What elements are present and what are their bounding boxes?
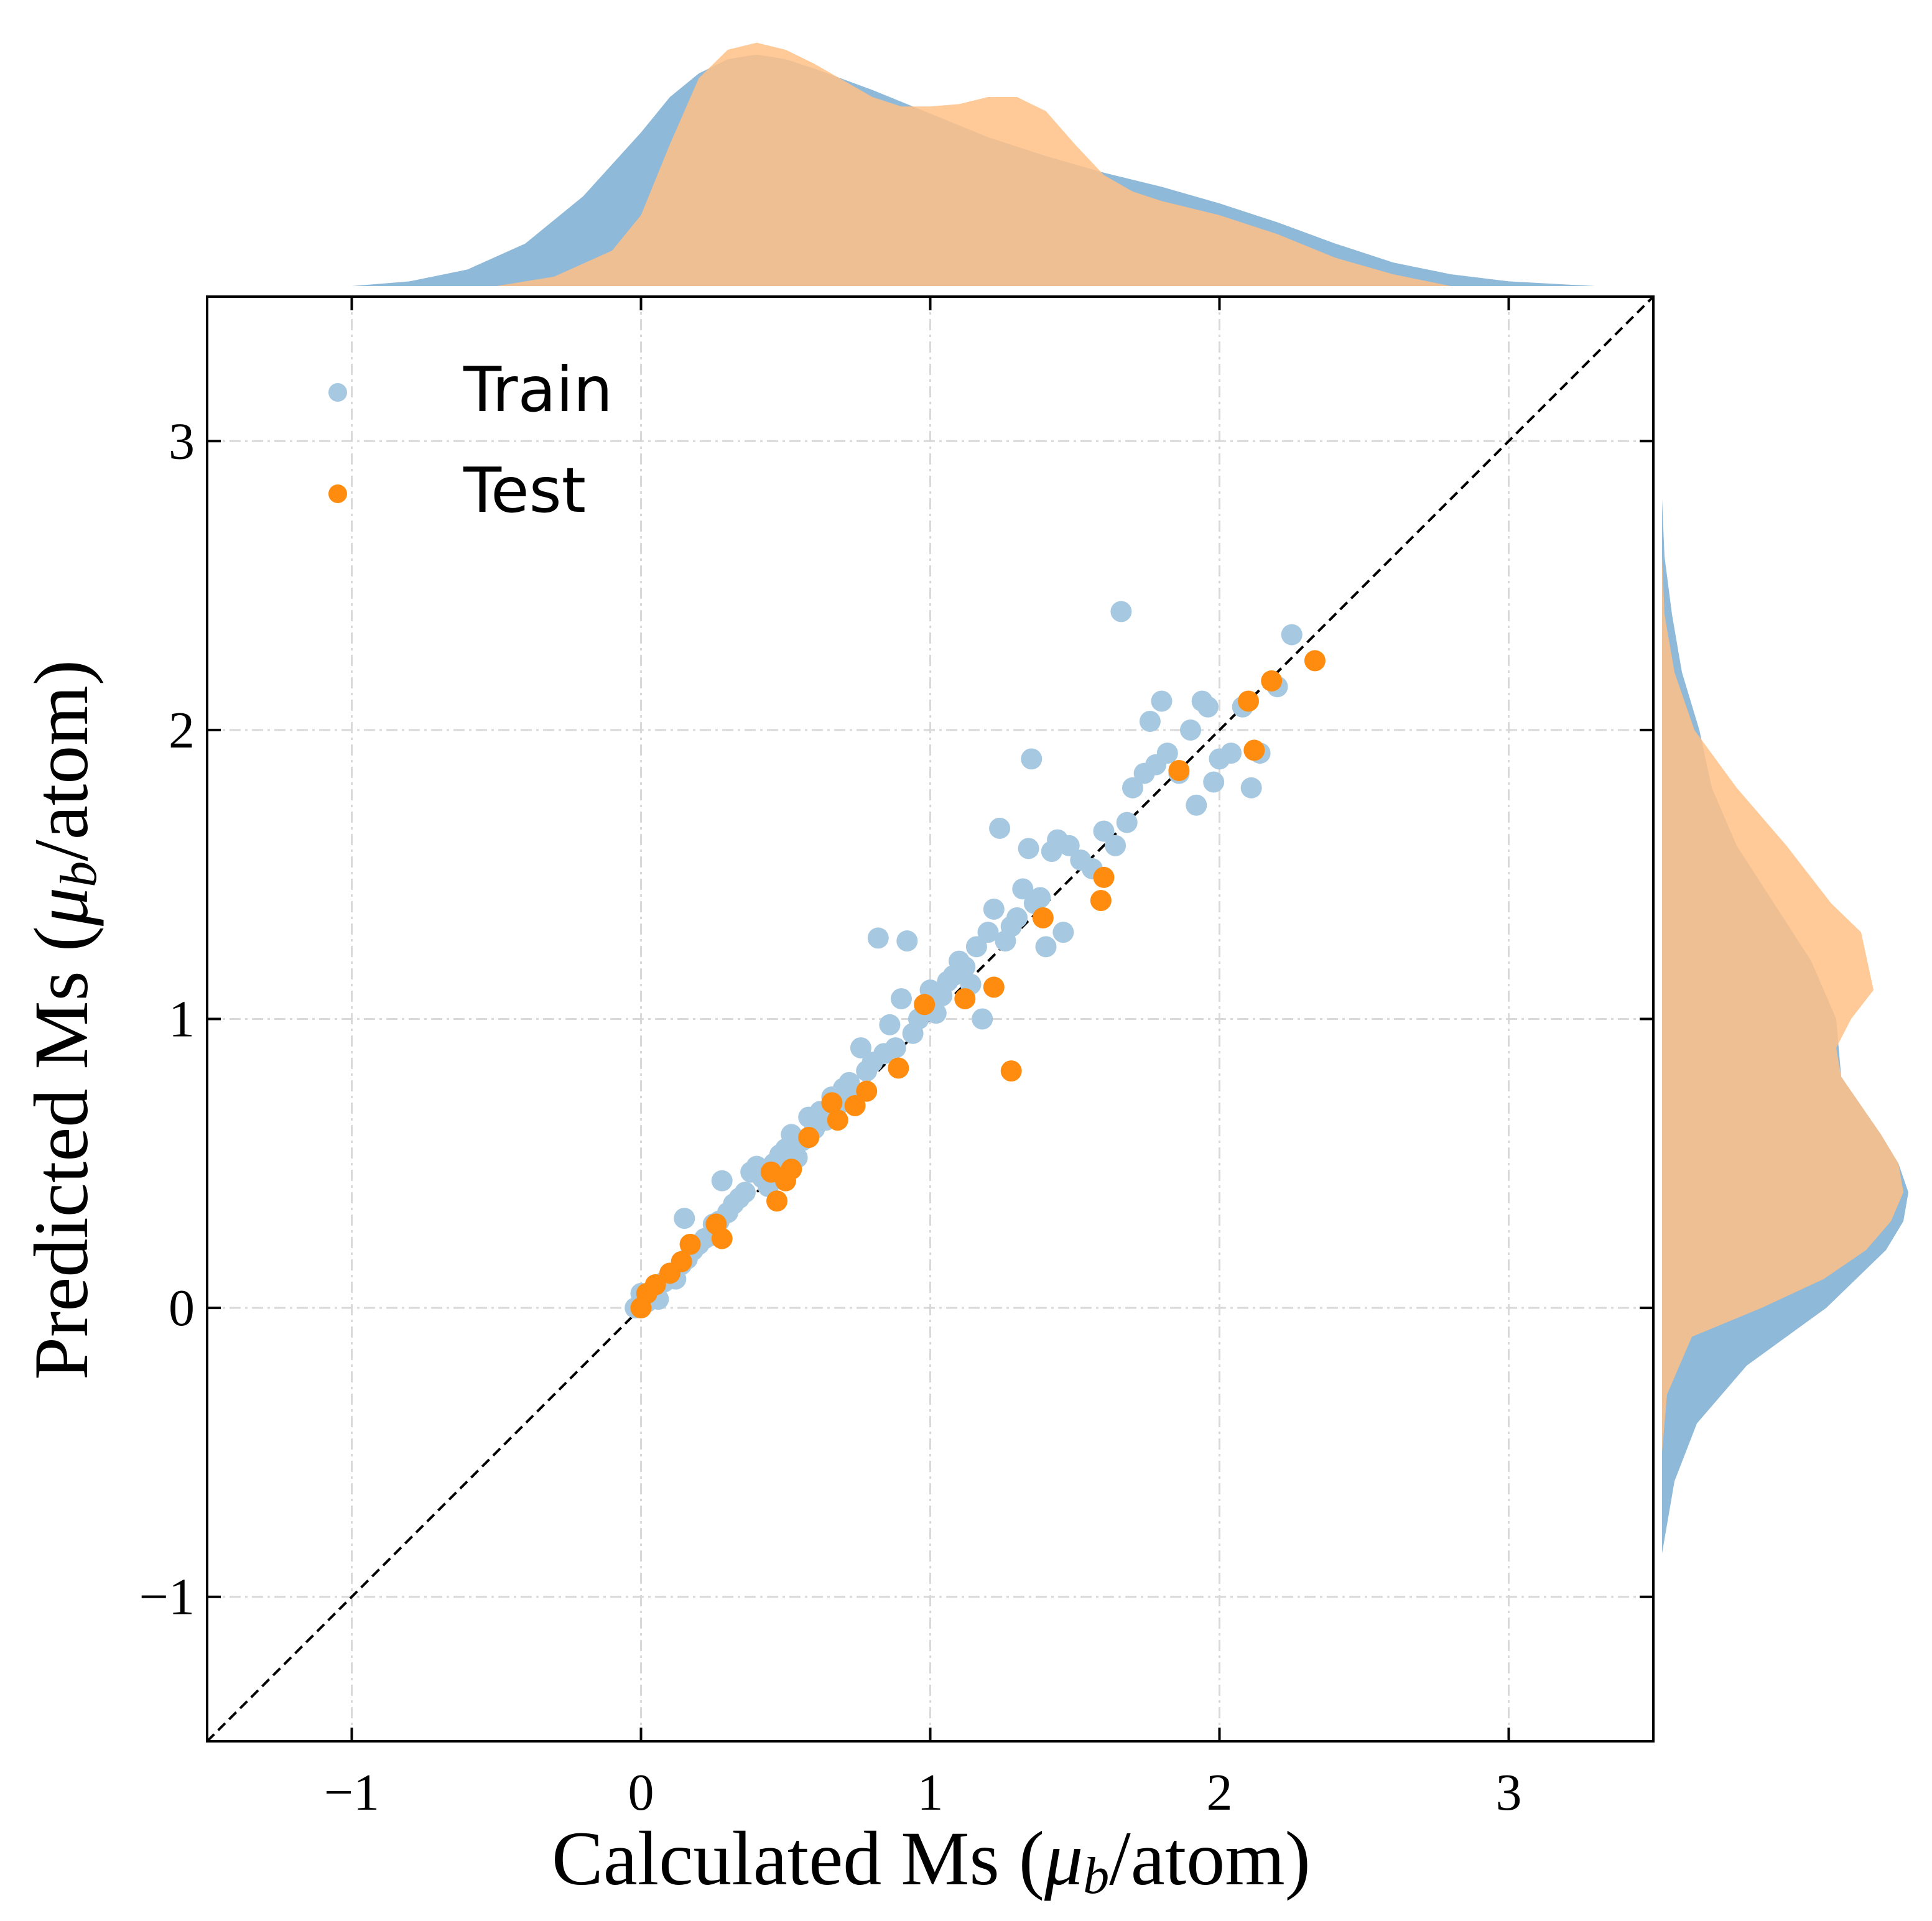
y-tick-label: 3 <box>169 412 195 470</box>
test-point <box>711 1228 733 1249</box>
train-point <box>885 1037 906 1058</box>
train-point <box>711 1170 733 1192</box>
test-point <box>679 1233 701 1255</box>
test-point <box>827 1109 848 1131</box>
train-point <box>1029 887 1051 909</box>
x-axis-title: Calculated Ms (μb/atom) <box>552 1816 1311 1905</box>
test-point <box>1032 907 1054 928</box>
y-tick-labels: −1 0 1 2 3 <box>139 412 195 1626</box>
kde-top-test <box>496 42 1451 286</box>
train-point <box>1012 878 1034 900</box>
train-point <box>1116 812 1138 833</box>
train-point <box>1180 719 1201 741</box>
legend-label-test: Test <box>463 454 586 527</box>
train-point <box>896 930 918 952</box>
test-point <box>1238 690 1259 712</box>
y-tick-label: 0 <box>169 1279 195 1337</box>
train-point <box>879 1014 901 1035</box>
train-point <box>1018 838 1039 859</box>
train-point <box>1197 696 1219 718</box>
test-point <box>671 1251 692 1272</box>
legend: Train Test <box>328 353 613 527</box>
train-point <box>1105 835 1126 856</box>
train-point <box>1240 777 1262 798</box>
identity-line <box>206 295 1655 1743</box>
y-tick-label: 2 <box>169 701 195 759</box>
train-point <box>1021 748 1043 770</box>
test-point <box>844 1095 866 1116</box>
train-point <box>734 1182 756 1203</box>
axis-ticks <box>207 297 1653 1741</box>
scatter-points <box>625 601 1326 1319</box>
train-point <box>1151 690 1173 712</box>
train-point <box>1006 907 1028 928</box>
test-point <box>856 1080 878 1102</box>
x-tick-label: −1 <box>324 1764 379 1821</box>
train-point <box>977 922 999 943</box>
train-point <box>1281 624 1303 646</box>
train-point <box>989 817 1011 839</box>
x-tick-label: 0 <box>628 1764 654 1821</box>
y-tick-label: −1 <box>139 1568 195 1626</box>
train-point <box>1186 794 1207 816</box>
test-point <box>1090 890 1112 912</box>
y-axis-title: Predicted Ms (μb/atom) <box>19 660 108 1380</box>
train-point <box>1139 710 1161 732</box>
x-tick-label: 3 <box>1496 1764 1522 1821</box>
train-point <box>972 1008 993 1030</box>
kde-right-test <box>1662 557 1903 1453</box>
test-point <box>821 1092 843 1114</box>
train-point <box>850 1037 871 1058</box>
right-marginal-kde <box>1662 383 1908 1554</box>
test-point <box>1000 1060 1022 1082</box>
test-point <box>644 1274 666 1295</box>
train-point <box>954 956 976 978</box>
x-tick-labels: −1 0 1 2 3 <box>324 1764 1522 1821</box>
legend-label-train: Train <box>463 353 613 426</box>
x-tick-label: 1 <box>917 1764 944 1821</box>
legend-marker-train <box>328 383 347 402</box>
train-point <box>1052 922 1074 943</box>
train-point <box>1035 936 1057 958</box>
test-point <box>1243 739 1265 761</box>
test-point <box>766 1190 788 1212</box>
train-point <box>1122 777 1143 798</box>
train-point <box>1058 835 1080 856</box>
train-point <box>1220 743 1242 764</box>
test-point <box>1093 866 1115 888</box>
test-point <box>914 994 936 1016</box>
test-point <box>954 988 976 1009</box>
train-point <box>674 1208 695 1229</box>
test-point <box>1304 650 1326 672</box>
train-point <box>1093 820 1115 842</box>
test-point <box>1261 670 1283 692</box>
train-point <box>867 927 889 949</box>
train-point <box>891 988 912 1009</box>
test-point <box>798 1126 820 1148</box>
train-point <box>1110 601 1132 623</box>
train-point <box>965 936 987 958</box>
test-point <box>781 1159 802 1180</box>
train-point <box>1156 743 1178 764</box>
train-point <box>1203 771 1225 793</box>
test-point <box>983 976 1005 998</box>
test-point <box>1168 759 1190 781</box>
y-tick-label: 1 <box>169 991 195 1048</box>
test-point <box>888 1057 909 1079</box>
x-tick-label: 2 <box>1207 1764 1233 1821</box>
legend-marker-test <box>328 484 347 503</box>
train-point <box>983 898 1005 920</box>
top-marginal-kde <box>351 42 1595 286</box>
